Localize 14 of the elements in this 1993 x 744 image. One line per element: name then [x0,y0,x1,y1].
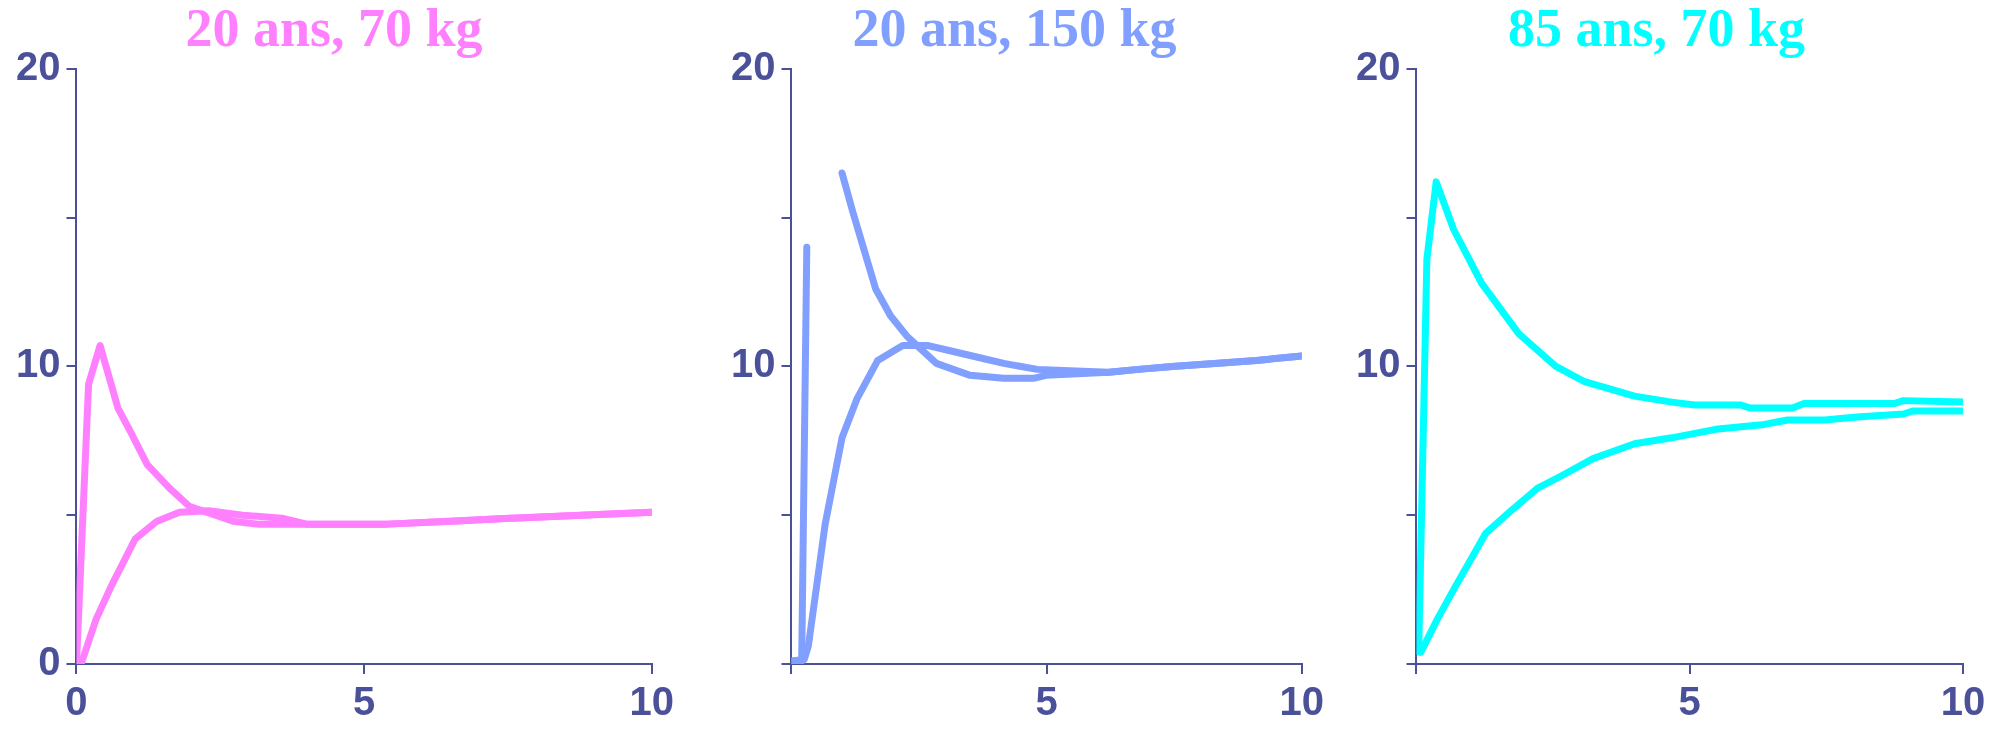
y-tick-label: 20 [15,43,61,88]
y-tick-label: 20 [730,43,776,88]
y-tick-label: 20 [1355,43,1401,88]
y-tick-label: 10 [15,341,61,386]
y-tick-label: 0 [38,639,61,684]
x-tick-label: 5 [353,679,376,724]
x-tick-label: 5 [1678,679,1701,724]
x-tick-label: 10 [1940,679,1986,724]
chart-title: 20 ans, 150 kg [852,0,1177,59]
chart-title: 20 ans, 70 kg [185,0,483,59]
chart-title: 85 ans, 70 kg [1507,0,1806,59]
x-tick-label: 10 [1279,679,1324,724]
x-tick-label: 5 [1035,679,1058,724]
x-tick-label: 10 [629,679,674,724]
